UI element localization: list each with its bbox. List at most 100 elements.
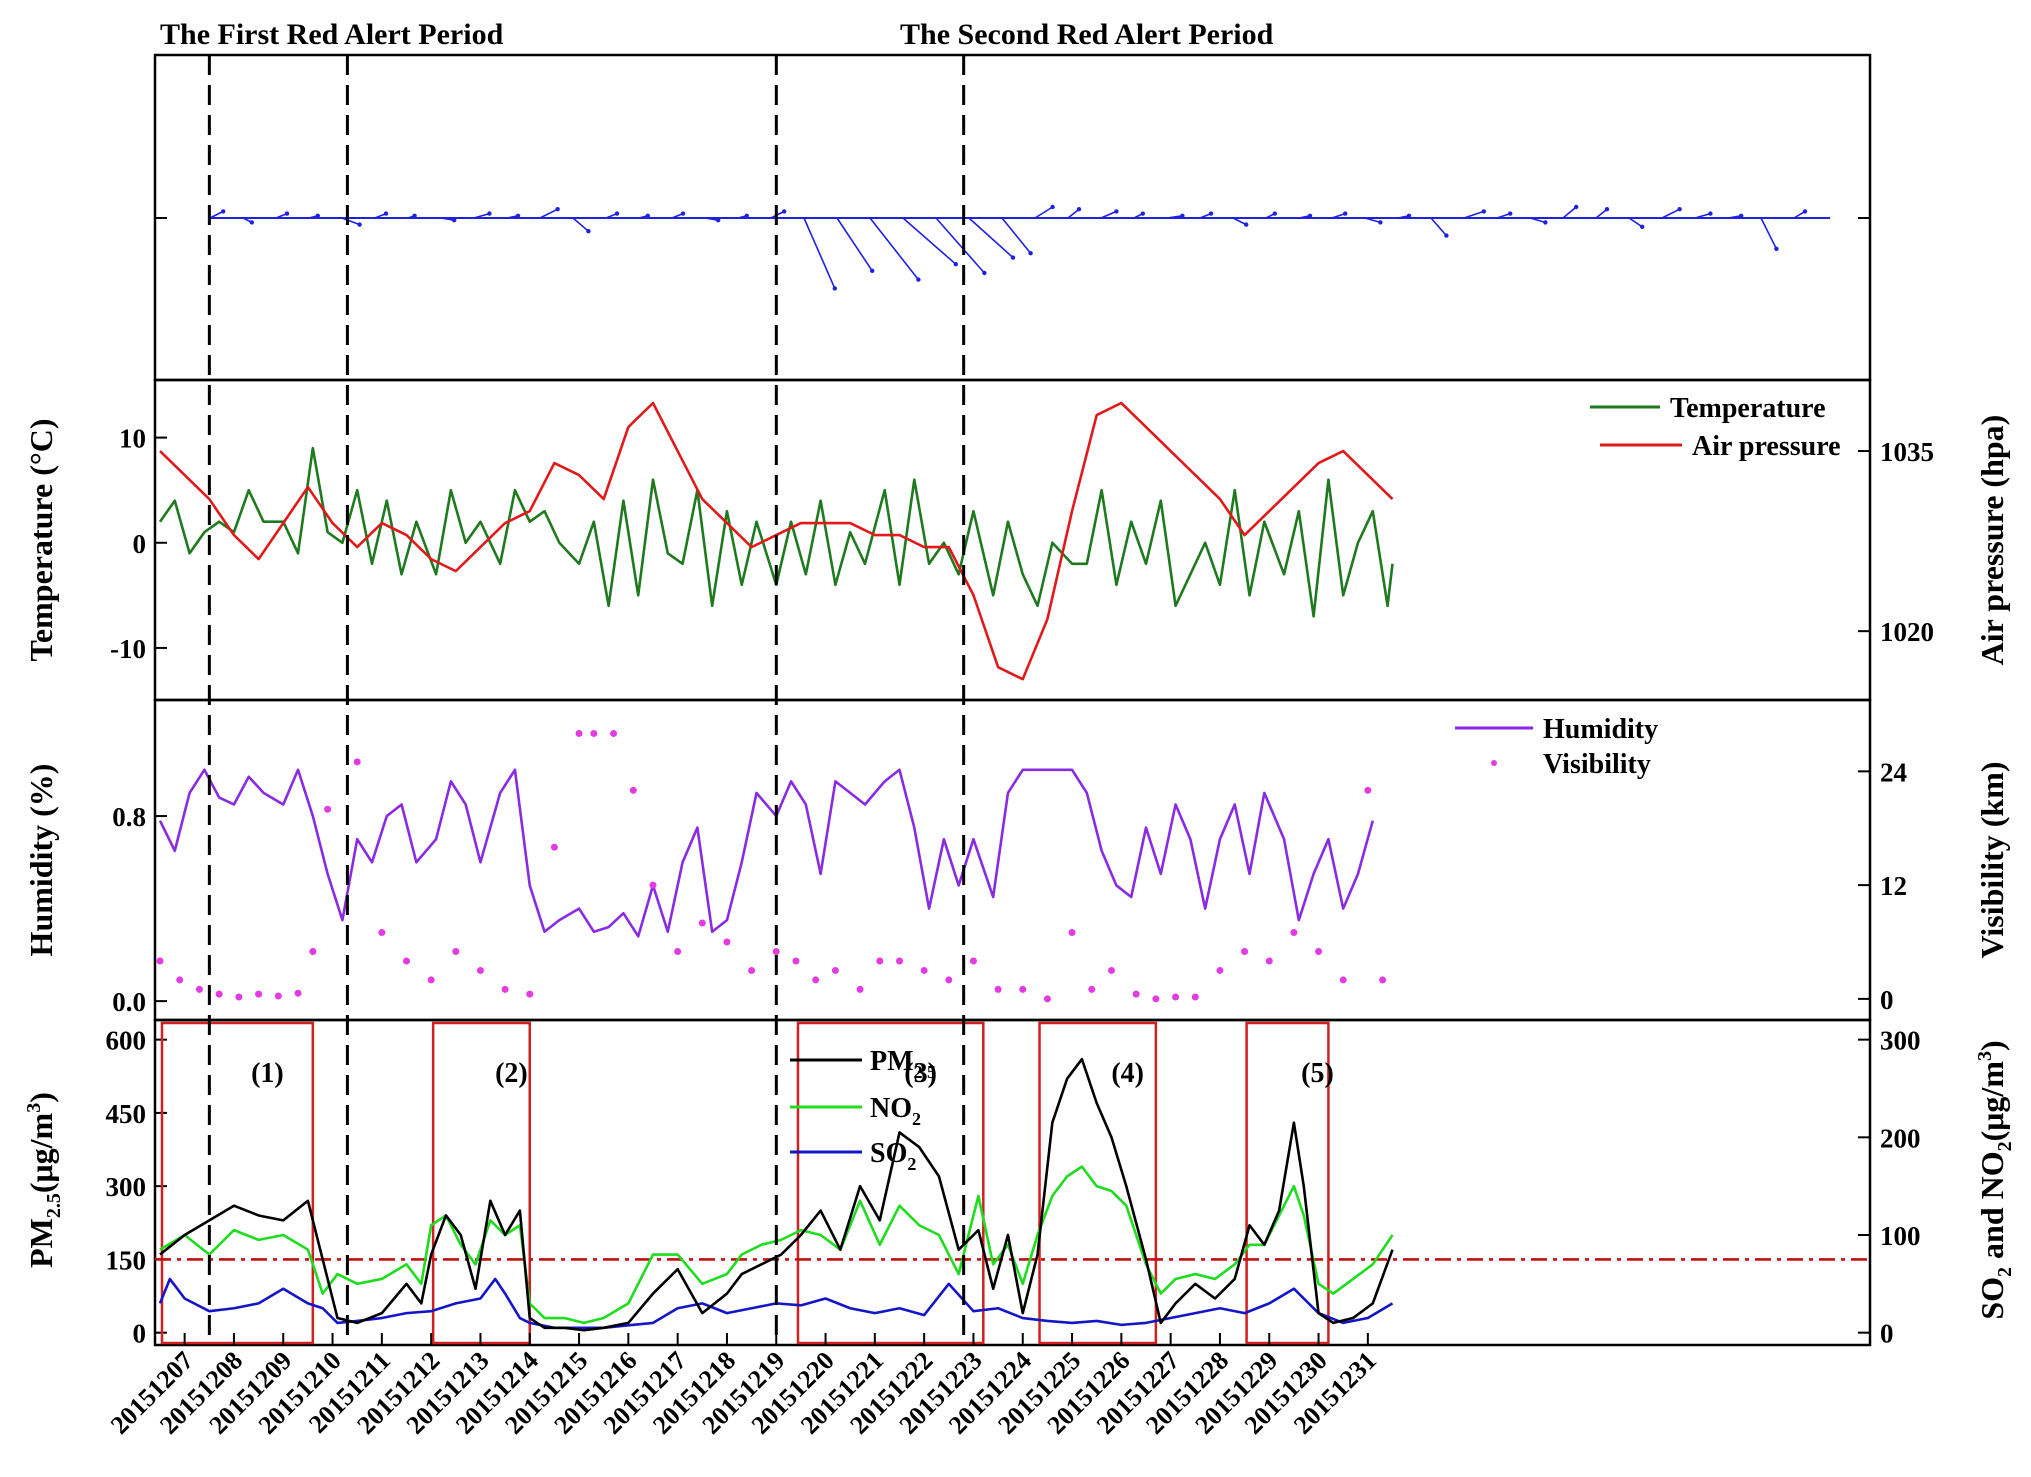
visibility-point bbox=[994, 985, 1002, 993]
wind-vector bbox=[1166, 215, 1183, 219]
wind-vector bbox=[1562, 206, 1577, 219]
wind-vector-head bbox=[487, 211, 492, 216]
wind-vector-head bbox=[412, 213, 417, 218]
visibility-point bbox=[1339, 976, 1347, 984]
visibility-point bbox=[378, 929, 386, 937]
wind-vector-head bbox=[744, 213, 749, 218]
visibility-point bbox=[1379, 976, 1387, 984]
visibility-point bbox=[1172, 993, 1180, 1001]
wind-vector-head bbox=[1378, 220, 1383, 225]
so2-no2-axis-tick-label: 300 bbox=[1880, 1026, 1921, 1056]
visibility-point bbox=[831, 966, 839, 974]
wind-vector bbox=[935, 217, 986, 274]
pressure-axis-tick-label: 1035 bbox=[1880, 437, 1934, 467]
pm25-axis-tick-label: 150 bbox=[106, 1245, 147, 1275]
visibility-legend-label: Visibility bbox=[1543, 749, 1651, 780]
episode-box bbox=[796, 1021, 985, 1345]
no2-legend-label: NO2 bbox=[870, 1093, 921, 1129]
wind-vector-head bbox=[1802, 209, 1808, 214]
visibility-point bbox=[235, 993, 243, 1001]
visibility-point bbox=[748, 966, 756, 974]
visibility-point bbox=[629, 786, 637, 794]
visibility-point bbox=[920, 966, 928, 974]
visibility-point bbox=[195, 985, 203, 993]
so2-no2-axis-tick-label: 0 bbox=[1880, 1319, 1894, 1349]
episode-label: (2) bbox=[495, 1058, 528, 1089]
second-red-alert-title: The Second Red Alert Period bbox=[900, 18, 1274, 51]
wind-vector-head bbox=[782, 209, 787, 214]
visibility-axis-tick-label: 12 bbox=[1880, 871, 1907, 901]
visibility-point bbox=[698, 919, 706, 927]
wind-vector-head bbox=[249, 220, 254, 225]
visibility-point bbox=[1290, 929, 1298, 937]
wind-vector-head bbox=[1343, 211, 1348, 216]
visibility-point bbox=[501, 985, 509, 993]
temperature-line bbox=[158, 446, 1394, 618]
wind-vector-head bbox=[645, 213, 650, 218]
wind-vector-head bbox=[1180, 213, 1185, 218]
pollutant-panel-frame bbox=[153, 1018, 1872, 1347]
visibility-point bbox=[1152, 995, 1160, 1003]
pm25-axis-tick-label: 0 bbox=[133, 1319, 147, 1349]
wind-vector bbox=[572, 217, 589, 232]
visibility-point bbox=[792, 957, 800, 965]
visibility-point bbox=[324, 805, 332, 813]
wind-vector bbox=[1034, 206, 1054, 219]
visibility-point bbox=[550, 843, 558, 851]
visibility-axis-title: Visibility (km) bbox=[1974, 761, 2010, 958]
visibility-point bbox=[452, 947, 460, 955]
temperature-axis-tick-label: 10 bbox=[119, 424, 146, 454]
wind-vector-head bbox=[1076, 207, 1082, 212]
wind-vector bbox=[1628, 217, 1643, 228]
wind-vector-head bbox=[1140, 211, 1146, 216]
visibility-point bbox=[674, 947, 682, 955]
wind-vector-head bbox=[1114, 209, 1119, 214]
wind-vector-head bbox=[315, 213, 320, 218]
so2-no2-axis-tick-label: 200 bbox=[1880, 1123, 1921, 1153]
humidity-legend-label: Humidity bbox=[1543, 714, 1658, 745]
wind-vector bbox=[836, 217, 873, 272]
pressure-axis-tick-label: 1020 bbox=[1880, 617, 1934, 647]
visibility-point bbox=[1107, 966, 1115, 974]
wind-vector-head bbox=[1774, 246, 1779, 251]
temperature-axis-tick-label: -10 bbox=[110, 634, 146, 664]
so2-legend-label: SO2 bbox=[870, 1138, 916, 1174]
visibility-point bbox=[649, 881, 657, 889]
wind-vector bbox=[1694, 212, 1711, 219]
wind-vector-head bbox=[383, 211, 389, 216]
wind-vector-head bbox=[614, 211, 620, 216]
visibility-point bbox=[176, 976, 184, 984]
pm25-axis-tick-label: 450 bbox=[106, 1099, 147, 1129]
wind-vector-head bbox=[680, 211, 686, 216]
wind-vector bbox=[440, 217, 455, 221]
so2-no2-axis-tick-label: 100 bbox=[1880, 1221, 1921, 1251]
wind-vector-head bbox=[1543, 220, 1548, 225]
wind-vector-head bbox=[1574, 204, 1579, 210]
wind-vector-head bbox=[555, 207, 560, 212]
pressure-legend-label: Air pressure bbox=[1692, 431, 1841, 462]
pollutant-legend: PM2.5 NO2 SO2 bbox=[790, 1046, 936, 1174]
visibility-point bbox=[353, 758, 361, 766]
visibility-point bbox=[812, 976, 820, 984]
temperature-legend-label: Temperature bbox=[1670, 393, 1826, 424]
wind-vector-head bbox=[1050, 204, 1055, 210]
wind-vector bbox=[803, 217, 836, 289]
visibility-point bbox=[856, 985, 864, 993]
episode-box bbox=[160, 1021, 315, 1345]
visibility-axis-tick-label: 24 bbox=[1880, 757, 1907, 787]
wind-vector-head bbox=[1708, 211, 1713, 216]
episode-label: (3) bbox=[904, 1058, 937, 1089]
wind-vector bbox=[209, 210, 224, 219]
pm25-axis-tick-label: 600 bbox=[106, 1026, 147, 1056]
wind-vector-head bbox=[716, 218, 721, 223]
visibility-point bbox=[876, 957, 884, 965]
visibility-point bbox=[723, 938, 731, 946]
pressure-axis-title: Air pressure (hpa) bbox=[1974, 415, 2010, 666]
wind-vector bbox=[902, 217, 957, 265]
wind-vector bbox=[473, 212, 490, 219]
visibility-point bbox=[945, 976, 953, 984]
wind-vector-head bbox=[221, 209, 226, 214]
wind-vector-head bbox=[1508, 211, 1513, 216]
visibility-point bbox=[1364, 786, 1372, 794]
episode-label: (1) bbox=[251, 1058, 284, 1089]
